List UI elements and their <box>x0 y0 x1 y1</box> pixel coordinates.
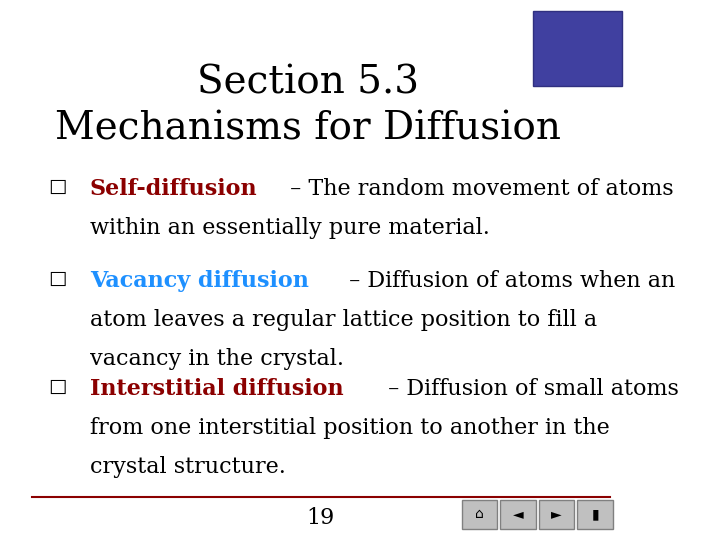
Text: – Diffusion of atoms when an: – Diffusion of atoms when an <box>341 270 675 292</box>
FancyBboxPatch shape <box>539 500 575 529</box>
Text: □: □ <box>48 378 67 396</box>
Text: within an essentially pure material.: within an essentially pure material. <box>90 217 490 239</box>
Text: crystal structure.: crystal structure. <box>90 456 286 478</box>
Text: Section 5.3
Mechanisms for Diffusion: Section 5.3 Mechanisms for Diffusion <box>55 65 561 147</box>
FancyBboxPatch shape <box>462 500 498 529</box>
Text: – The random movement of atoms: – The random movement of atoms <box>282 178 673 200</box>
FancyBboxPatch shape <box>577 500 613 529</box>
Text: ◄: ◄ <box>513 508 523 521</box>
FancyBboxPatch shape <box>533 11 622 86</box>
Text: Vacancy diffusion: Vacancy diffusion <box>90 270 309 292</box>
Text: ►: ► <box>552 508 562 521</box>
FancyBboxPatch shape <box>500 500 536 529</box>
Text: ⌂: ⌂ <box>475 508 484 521</box>
Text: ▮: ▮ <box>591 508 599 521</box>
Text: 19: 19 <box>307 508 335 529</box>
Text: Interstitial diffusion: Interstitial diffusion <box>90 378 343 400</box>
Text: □: □ <box>48 178 67 196</box>
Text: vacancy in the crystal.: vacancy in the crystal. <box>90 348 344 370</box>
Text: from one interstitial position to another in the: from one interstitial position to anothe… <box>90 417 610 439</box>
Text: □: □ <box>48 270 67 288</box>
Text: – Diffusion of small atoms: – Diffusion of small atoms <box>382 378 680 400</box>
Text: Self-diffusion: Self-diffusion <box>90 178 258 200</box>
Text: atom leaves a regular lattice position to fill a: atom leaves a regular lattice position t… <box>90 309 597 331</box>
